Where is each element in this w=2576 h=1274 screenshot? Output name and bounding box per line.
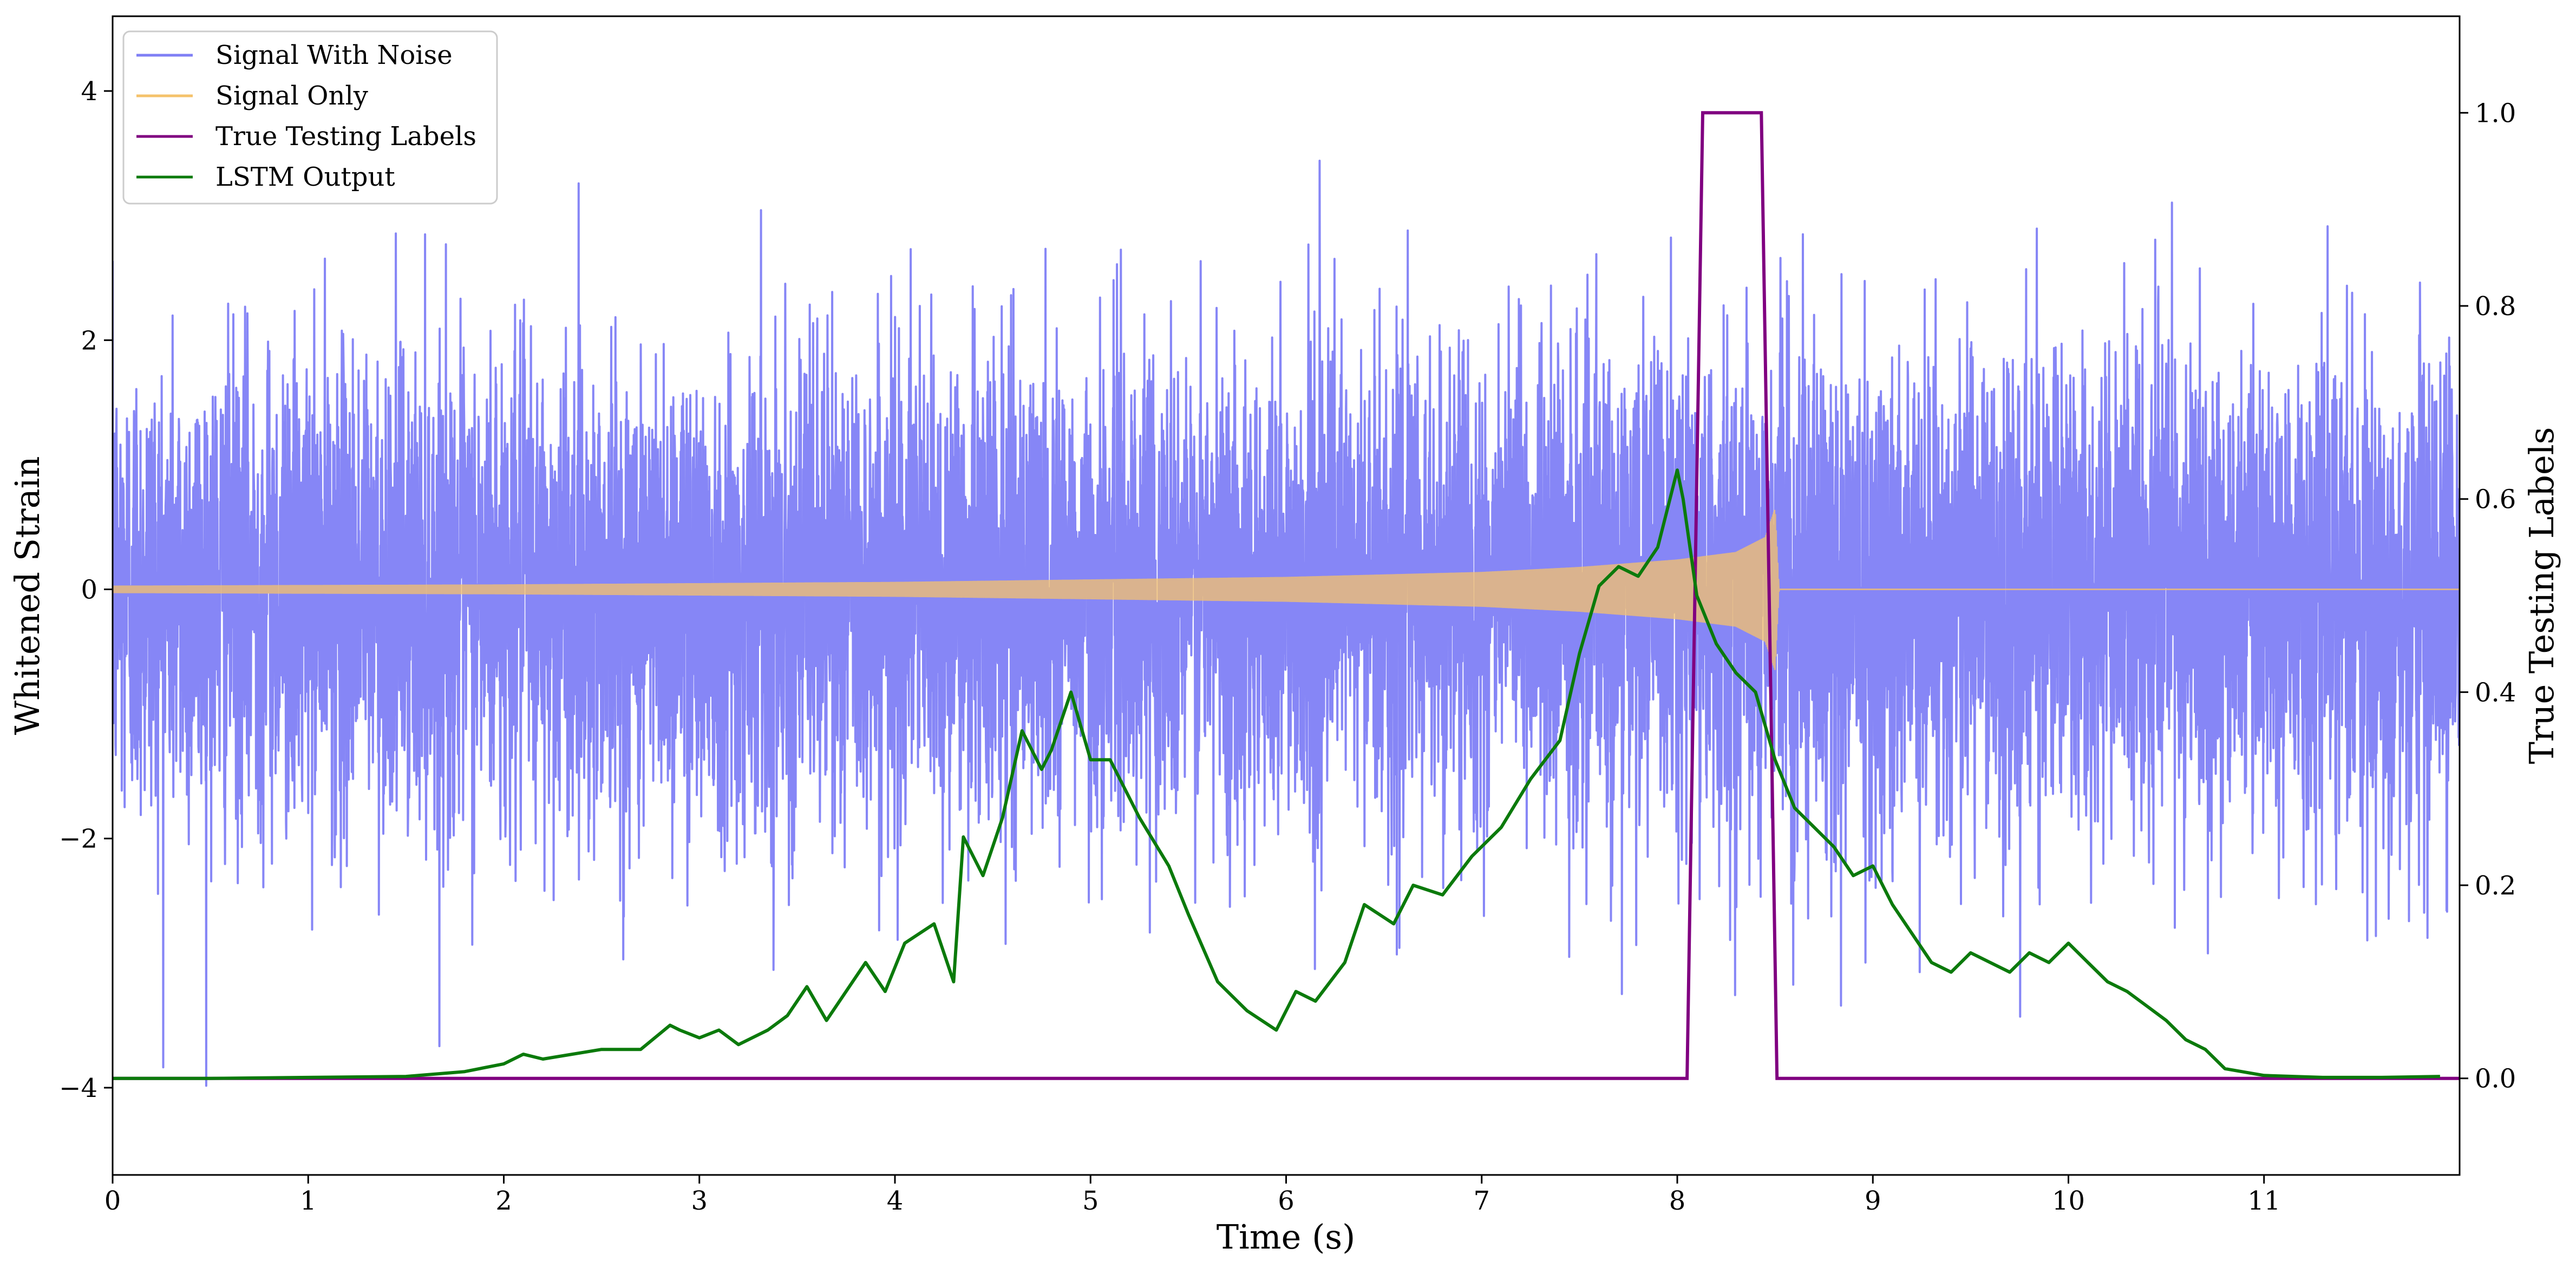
x-tick-label: 2 xyxy=(495,1186,512,1216)
x-tick-label: 9 xyxy=(1865,1186,1881,1216)
x-tick-label: 4 xyxy=(887,1186,904,1216)
x-tick-label: 0 xyxy=(104,1186,121,1216)
legend-label-signal-only: Signal Only xyxy=(215,81,368,111)
legend: Signal With Noise Signal Only True Testi… xyxy=(122,30,498,205)
x-tick-label: 1 xyxy=(300,1186,317,1216)
x-tick-label: 8 xyxy=(1669,1186,1686,1216)
x-tick-label: 3 xyxy=(691,1186,708,1216)
y-axis-right-label: True Testing Labels xyxy=(2522,427,2561,765)
true-testing-labels-line xyxy=(113,111,2460,1080)
x-tick-label: 7 xyxy=(1473,1186,1490,1216)
series-signal-only xyxy=(113,509,2460,670)
legend-label-true-testing-labels: True Testing Labels xyxy=(215,121,476,152)
legend-label-signal-with-noise: Signal With Noise xyxy=(215,40,453,70)
series-lstm-output xyxy=(113,468,2440,1080)
y-axis-left: −4 −2 0 2 4 xyxy=(59,76,113,1103)
y-left-tick-label: 2 xyxy=(81,325,97,356)
y-axis-left-label: Whitened Strain xyxy=(8,456,47,735)
y-right-tick-label: 0.6 xyxy=(2475,485,2516,515)
x-axis: 0 1 2 3 4 5 6 7 8 9 10 11 xyxy=(104,1175,2280,1216)
x-tick-label: 6 xyxy=(1278,1186,1294,1216)
y-right-tick-label: 1.0 xyxy=(2475,98,2516,128)
y-axis-right: 0.0 0.2 0.4 0.6 0.8 1.0 xyxy=(2460,98,2516,1094)
y-right-tick-label: 0.2 xyxy=(2475,871,2516,901)
y-left-tick-label: −4 xyxy=(59,1073,97,1103)
x-tick-label: 10 xyxy=(2052,1186,2085,1216)
x-axis-label: Time (s) xyxy=(1217,1217,1356,1257)
signal-only-line xyxy=(113,509,2460,670)
x-tick-label: 11 xyxy=(2247,1186,2280,1216)
legend-label-lstm-output: LSTM Output xyxy=(215,162,395,192)
y-left-tick-label: 4 xyxy=(81,76,97,107)
plot-area xyxy=(113,111,2460,1087)
y-left-tick-label: 0 xyxy=(81,574,97,605)
lstm-output-line xyxy=(113,468,2440,1080)
y-left-tick-label: −2 xyxy=(59,824,97,854)
y-right-tick-label: 0.0 xyxy=(2475,1064,2516,1094)
legend-box xyxy=(122,30,498,205)
x-tick-label: 5 xyxy=(1082,1186,1099,1216)
series-true-testing-labels xyxy=(113,111,2460,1080)
y-right-tick-label: 0.8 xyxy=(2475,291,2516,322)
y-right-tick-label: 0.4 xyxy=(2475,677,2516,708)
